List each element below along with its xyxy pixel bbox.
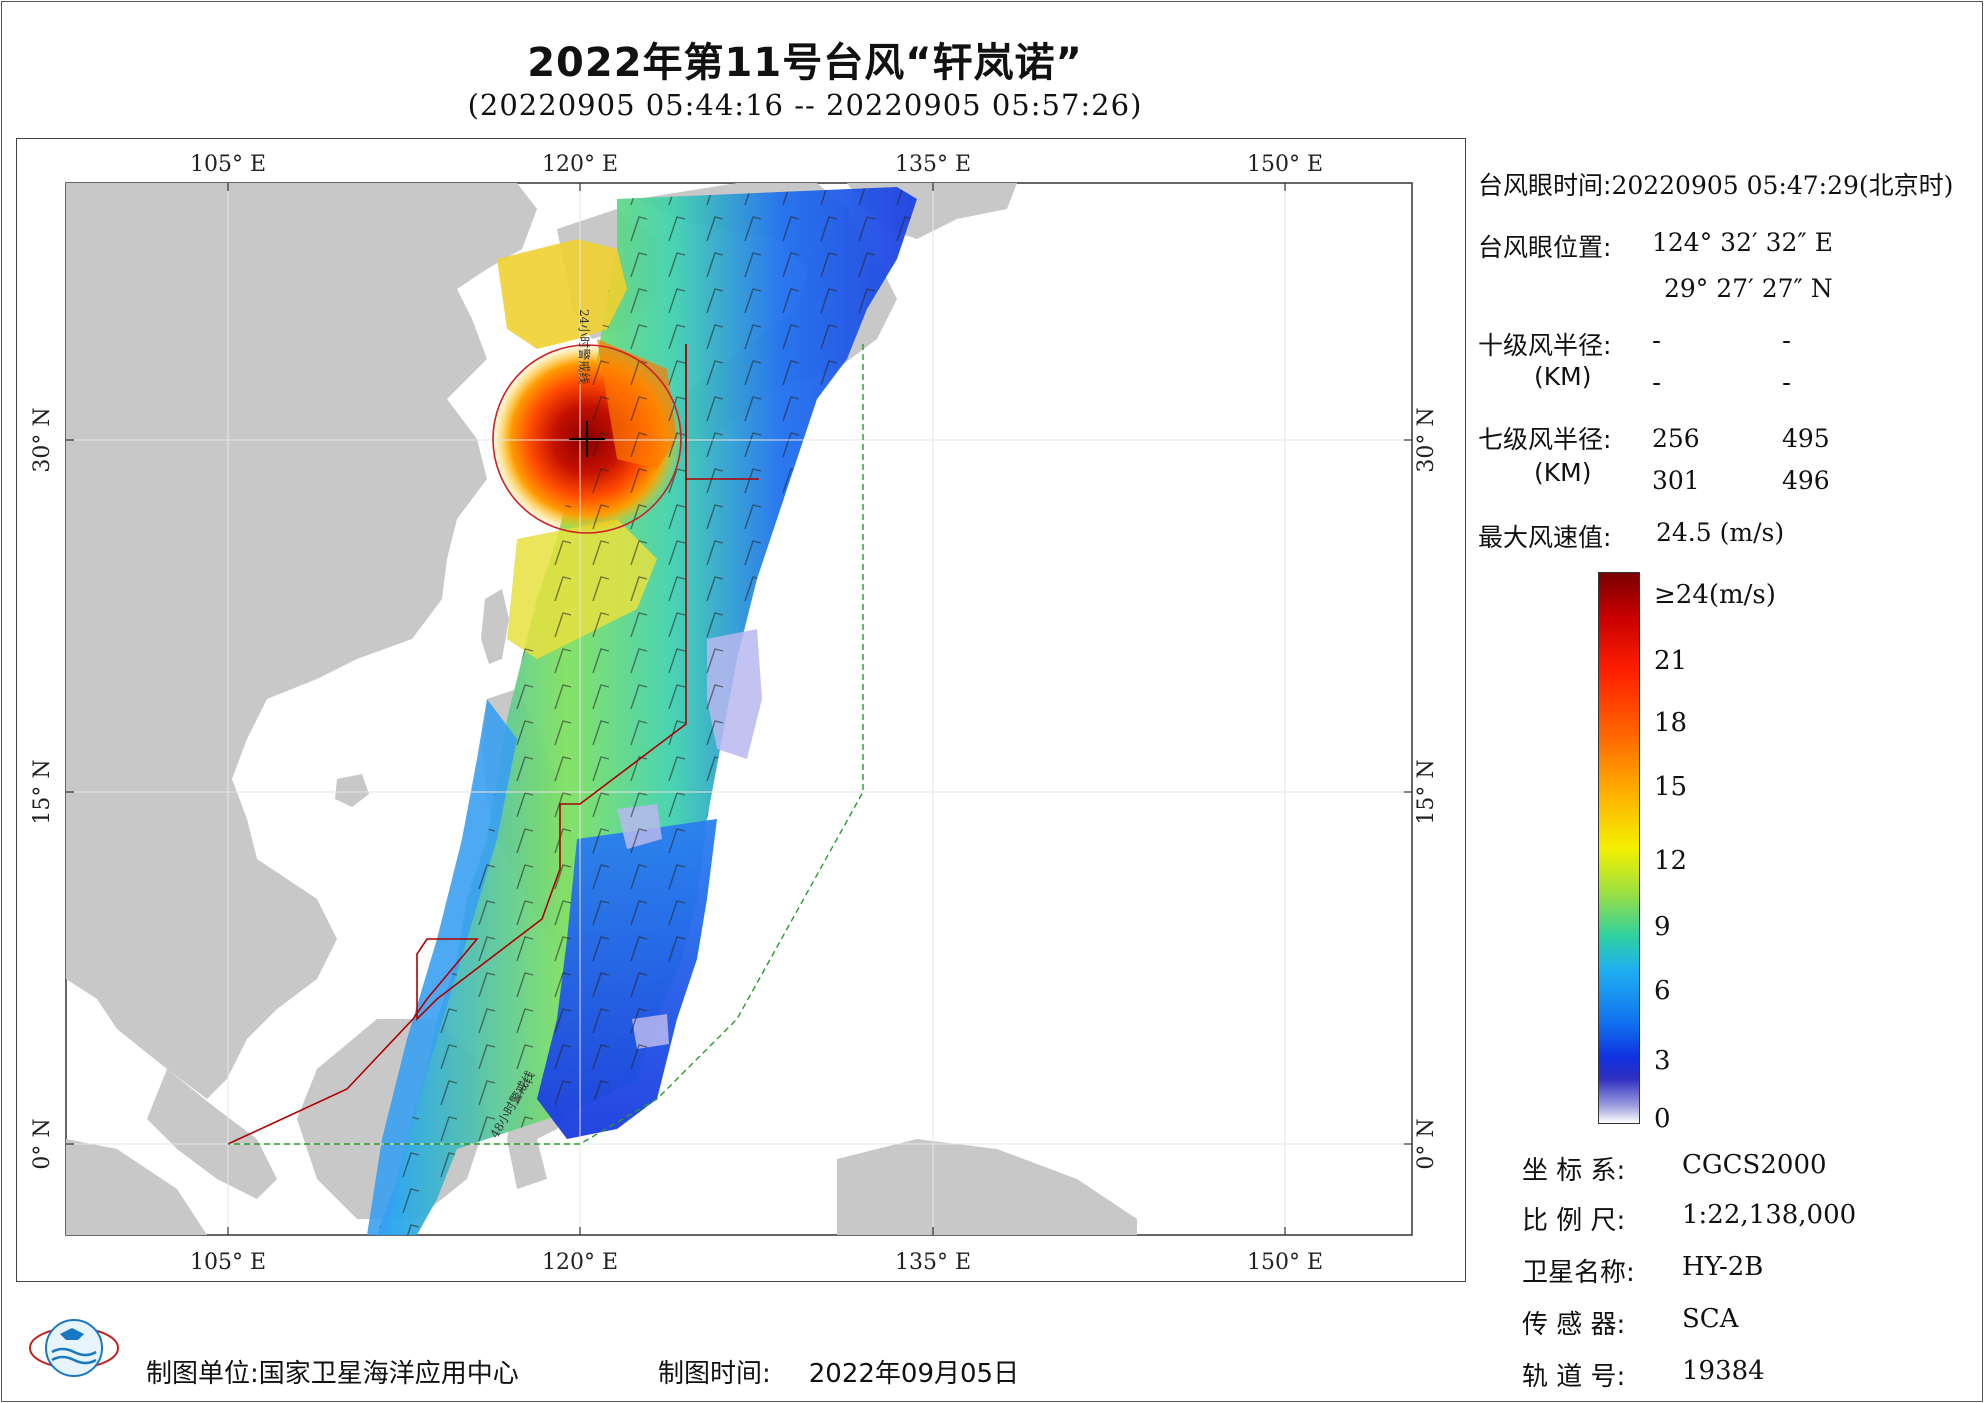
warning-line-24h [227,344,687,1145]
bottom-lon-label-105: 105° E [190,1250,266,1275]
r7-label: 七级风半径: [1478,425,1612,454]
wind-speed-colorbar [1598,572,1640,1124]
map-title: 2022年第11号台风“轩岚诺” [527,40,1083,86]
sensor-label: 传 感 器: [1522,1310,1626,1340]
colorbar-label-18: 18 [1654,708,1688,738]
wind-swath-north [497,239,627,349]
map-panel: 24小时警戒线 48小时警戒线 105° E 120° E 135° E 150… [16,138,1466,1282]
colorbar-label-0: 0 [1654,1104,1671,1134]
warning-line-48h [228,344,864,1145]
left-lat-label-15: 15° N [30,759,55,824]
sensor-value: SCA [1682,1304,1739,1334]
colorbar-label-9: 9 [1654,912,1671,942]
footer-unit-value: 国家卫星海洋应用中心 [258,1359,519,1389]
top-lon-label-135: 135° E [895,152,971,177]
warning-24h-label: 24小时警戒线 [577,309,592,384]
r7-value-4: 496 [1782,466,1830,495]
top-lon-label-105: 105° E [190,152,266,177]
warning-line-24h-north [685,344,759,480]
colorbar-label-15: 15 [1654,772,1688,802]
scale-row: 比 例 尺: 1:22,138,000 [1522,1200,1856,1237]
orbit-value: 19384 [1682,1356,1765,1386]
r7-value-3: 301 [1652,466,1700,495]
r10-value-3: - [1652,368,1662,397]
footer-date-label: 制图时间: [658,1359,771,1389]
typhoon-eye-icon [569,421,605,457]
right-lat-label-0: 0° N [1414,1118,1439,1169]
map-canvas: 24小时警戒线 48小时警戒线 105° E 120° E 135° E 150… [30,152,1439,1275]
footer-date-value: 2022年09月05日 [808,1359,1020,1389]
top-lon-label-120: 120° E [542,152,618,177]
eye-time-value: 20220905 05:47:29(北京时) [1611,171,1954,200]
satellite-row: 卫星名称: HY-2B [1522,1252,1763,1289]
bottom-lon-label-150: 150° E [1247,1250,1323,1275]
satellite-value: HY-2B [1682,1252,1764,1282]
r7-unit: (KM) [1534,458,1592,487]
orbit-row: 轨 道 号: 19384 [1522,1356,1765,1393]
colorbar-label-6: 6 [1654,976,1671,1006]
wind-swath-west [367,699,517,1235]
sensor-row: 传 感 器: SCA [1522,1304,1738,1341]
footer-date: 制图时间: 2022年09月05日 [658,1353,1019,1390]
r10-unit: (KM) [1534,362,1592,391]
eye-pos-label: 台风眼位置: [1478,233,1612,262]
r10-label: 十级风半径: [1478,331,1612,360]
eye-lat-value: 29° 27′ 27″ N [1664,274,1833,303]
orbit-label: 轨 道 号: [1522,1362,1626,1392]
bottom-lon-label-135: 135° E [895,1250,971,1275]
graticule [66,183,1412,1235]
r10-value-2: - [1782,326,1792,355]
land-newguinea [837,1139,1137,1235]
land-taiwan [481,589,509,664]
left-lat-label-30: 30° N [30,407,55,472]
left-lat-label-0: 0° N [30,1118,55,1169]
r10-value-1: - [1652,326,1662,355]
r10-value-4: - [1782,368,1792,397]
eye-time-label: 台风眼时间: [1478,171,1612,200]
right-lat-label-30: 30° N [1414,407,1439,472]
land-asia [66,183,537,1099]
right-lat-label-15: 15° N [1414,759,1439,824]
axis-ticks [66,183,1412,1235]
max-wind-value: 24.5 (m/s) [1656,518,1785,547]
colorbar-label-3: 3 [1654,1046,1671,1076]
r7-value-1: 256 [1652,424,1700,453]
crs-label: 坐 标 系: [1522,1156,1626,1186]
gale-radius-circle [492,344,682,534]
footer-unit-label: 制图单位: [146,1359,259,1389]
top-lon-label-150: 150° E [1247,152,1323,177]
scale-label: 比 例 尺: [1522,1206,1626,1236]
nsoas-logo-icon [29,1319,119,1377]
scale-value: 1:22,138,000 [1682,1200,1857,1230]
satellite-label: 卫星名称: [1522,1258,1635,1288]
footer-unit: 制图单位:国家卫星海洋应用中心 [146,1353,519,1390]
eye-lon-value: 124° 32′ 32″ E [1652,228,1833,257]
bottom-lon-label-120: 120° E [542,1250,618,1275]
land-indochina [147,1069,277,1199]
map-subtitle: (20220905 05:44:16 -- 20220905 05:57:26) [467,88,1143,122]
crs-row: 坐 标 系: CGCS2000 [1522,1150,1827,1187]
colorbar-label-24: ≥24(m/s) [1654,580,1776,610]
eye-time-row: 台风眼时间:20220905 05:47:29(北京时) [1478,166,1953,202]
land-hainan [335,774,369,807]
colorbar-label-21: 21 [1654,646,1688,676]
max-wind-label: 最大风速值: [1478,523,1612,552]
land-sumatra [66,1139,207,1235]
wind-barbs [377,187,917,1235]
colorbar-label-12: 12 [1654,846,1688,876]
crs-value: CGCS2000 [1682,1150,1827,1180]
r7-value-2: 495 [1782,424,1830,453]
